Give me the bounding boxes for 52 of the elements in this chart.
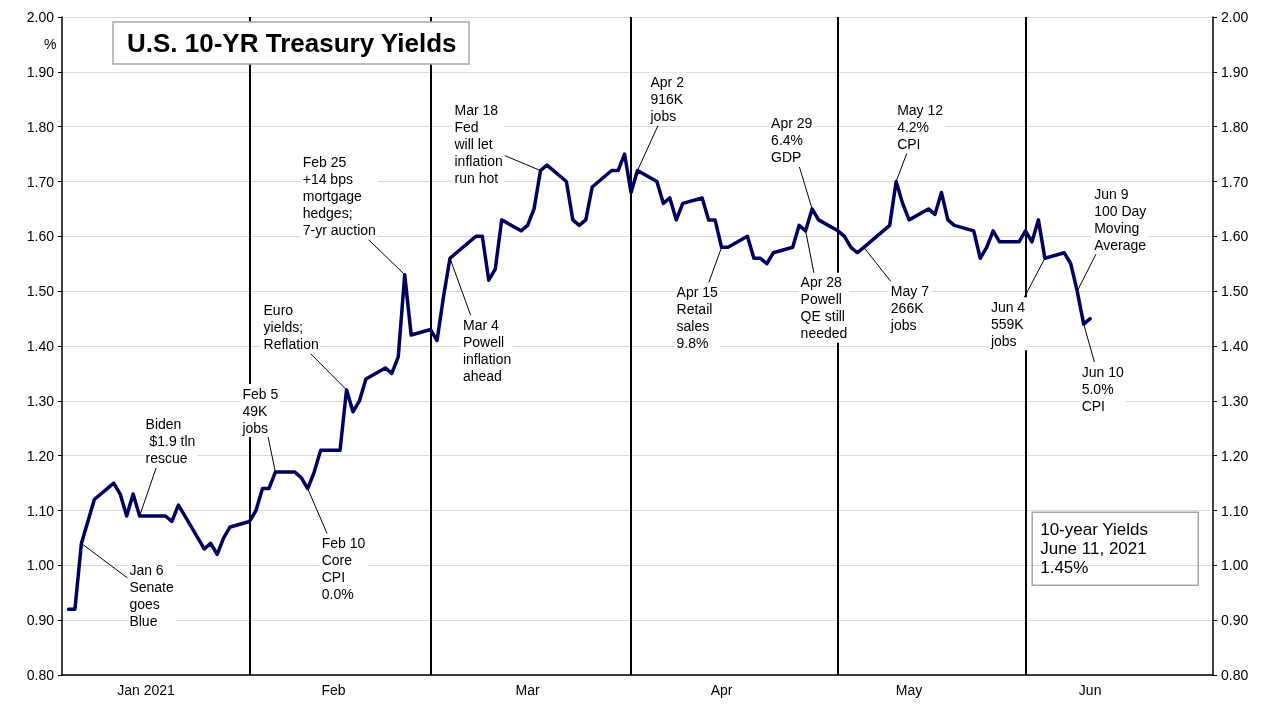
y-tick-label: 1.70 — [26, 173, 55, 190]
y2-tick-label: 1.70 — [1221, 173, 1249, 190]
y2-tick-label: 0.90 — [1221, 612, 1249, 629]
annotation: May 12 4.2% CPI — [897, 102, 944, 152]
y-tick-label: 1.20 — [26, 447, 55, 464]
y-tick-label: 1.00 — [26, 557, 55, 574]
x-tick-label: Jun — [1078, 682, 1102, 698]
annotation: Jun 10 5.0% CPI — [1081, 363, 1124, 414]
annotation: Mar 4 Powell inflation ahead — [462, 316, 512, 384]
y2-tick-label: 1.50 — [1221, 283, 1249, 300]
y-tick-label: 1.40 — [26, 338, 55, 354]
y-tick-label: 1.90 — [26, 63, 55, 80]
chart-title: U.S. 10-YR Treasury Yields — [127, 28, 457, 58]
y2-tick-label: 1.80 — [1221, 118, 1249, 135]
y2-tick-label: 1.20 — [1221, 447, 1249, 464]
annotation: Mar 18 Fed will let inflation run hot — [453, 102, 503, 187]
y-tick-label: 1.10 — [26, 502, 55, 519]
y-tick-label: 0.90 — [26, 612, 55, 629]
annotation: Apr 2 916K jobs — [649, 74, 685, 125]
annotation: Jun 9 100 Day Moving Average — [1094, 185, 1147, 253]
annotation: Jun 4 559K jobs — [989, 298, 1026, 349]
y-tick-label: 2.00 — [26, 9, 55, 25]
y2-tick-label: 2.00 — [1221, 9, 1249, 25]
x-tick-label: Jan 2021 — [117, 682, 176, 698]
annotation: Feb 10 Core CPI 0.0% — [321, 535, 366, 603]
annotation: Apr 15 Retail sales 9.8% — [676, 283, 719, 351]
x-tick-label: Feb — [321, 682, 346, 698]
x-tick-label: May — [895, 682, 923, 698]
annotation: May 7 266K jobs — [889, 282, 930, 333]
annotation: 10-year Yields June 11, 2021 1.45% — [1040, 520, 1148, 578]
x-tick-label: Apr — [710, 682, 733, 698]
y2-tick-label: 0.80 — [1221, 667, 1249, 683]
annotation: Jan 6 Senate goes Blue — [129, 561, 174, 629]
y2-tick-label: 1.90 — [1221, 63, 1249, 80]
y2-tick-label: 1.00 — [1221, 557, 1249, 574]
y-tick-label: 0.80 — [26, 667, 55, 683]
annotation: Apr 29 6.4% GDP — [771, 115, 813, 166]
annotation: Apr 28 Powell QE still needed — [800, 274, 848, 342]
y-tick-label: 1.60 — [26, 228, 55, 245]
x-tick-label: Mar — [515, 682, 540, 698]
annotation: Feb 25 +14 bps mortgage hedges; 7-yr auction — [302, 154, 376, 239]
y-tick-label: 1.80 — [26, 118, 55, 135]
annotation: Feb 5 49K jobs — [241, 385, 279, 436]
annotation: Euro yields; Reflation — [263, 302, 319, 353]
annotation: Biden $1.9 tln rescue — [145, 416, 196, 467]
y2-tick-label: 1.40 — [1221, 338, 1249, 354]
y-tick-label: 1.30 — [26, 392, 55, 409]
y2-tick-label: 1.60 — [1221, 228, 1249, 245]
y2-tick-label: 1.30 — [1221, 392, 1249, 409]
y2-tick-label: 1.10 — [1221, 502, 1249, 519]
y-axis-title: % — [44, 36, 57, 52]
y-tick-label: 1.50 — [26, 283, 55, 300]
